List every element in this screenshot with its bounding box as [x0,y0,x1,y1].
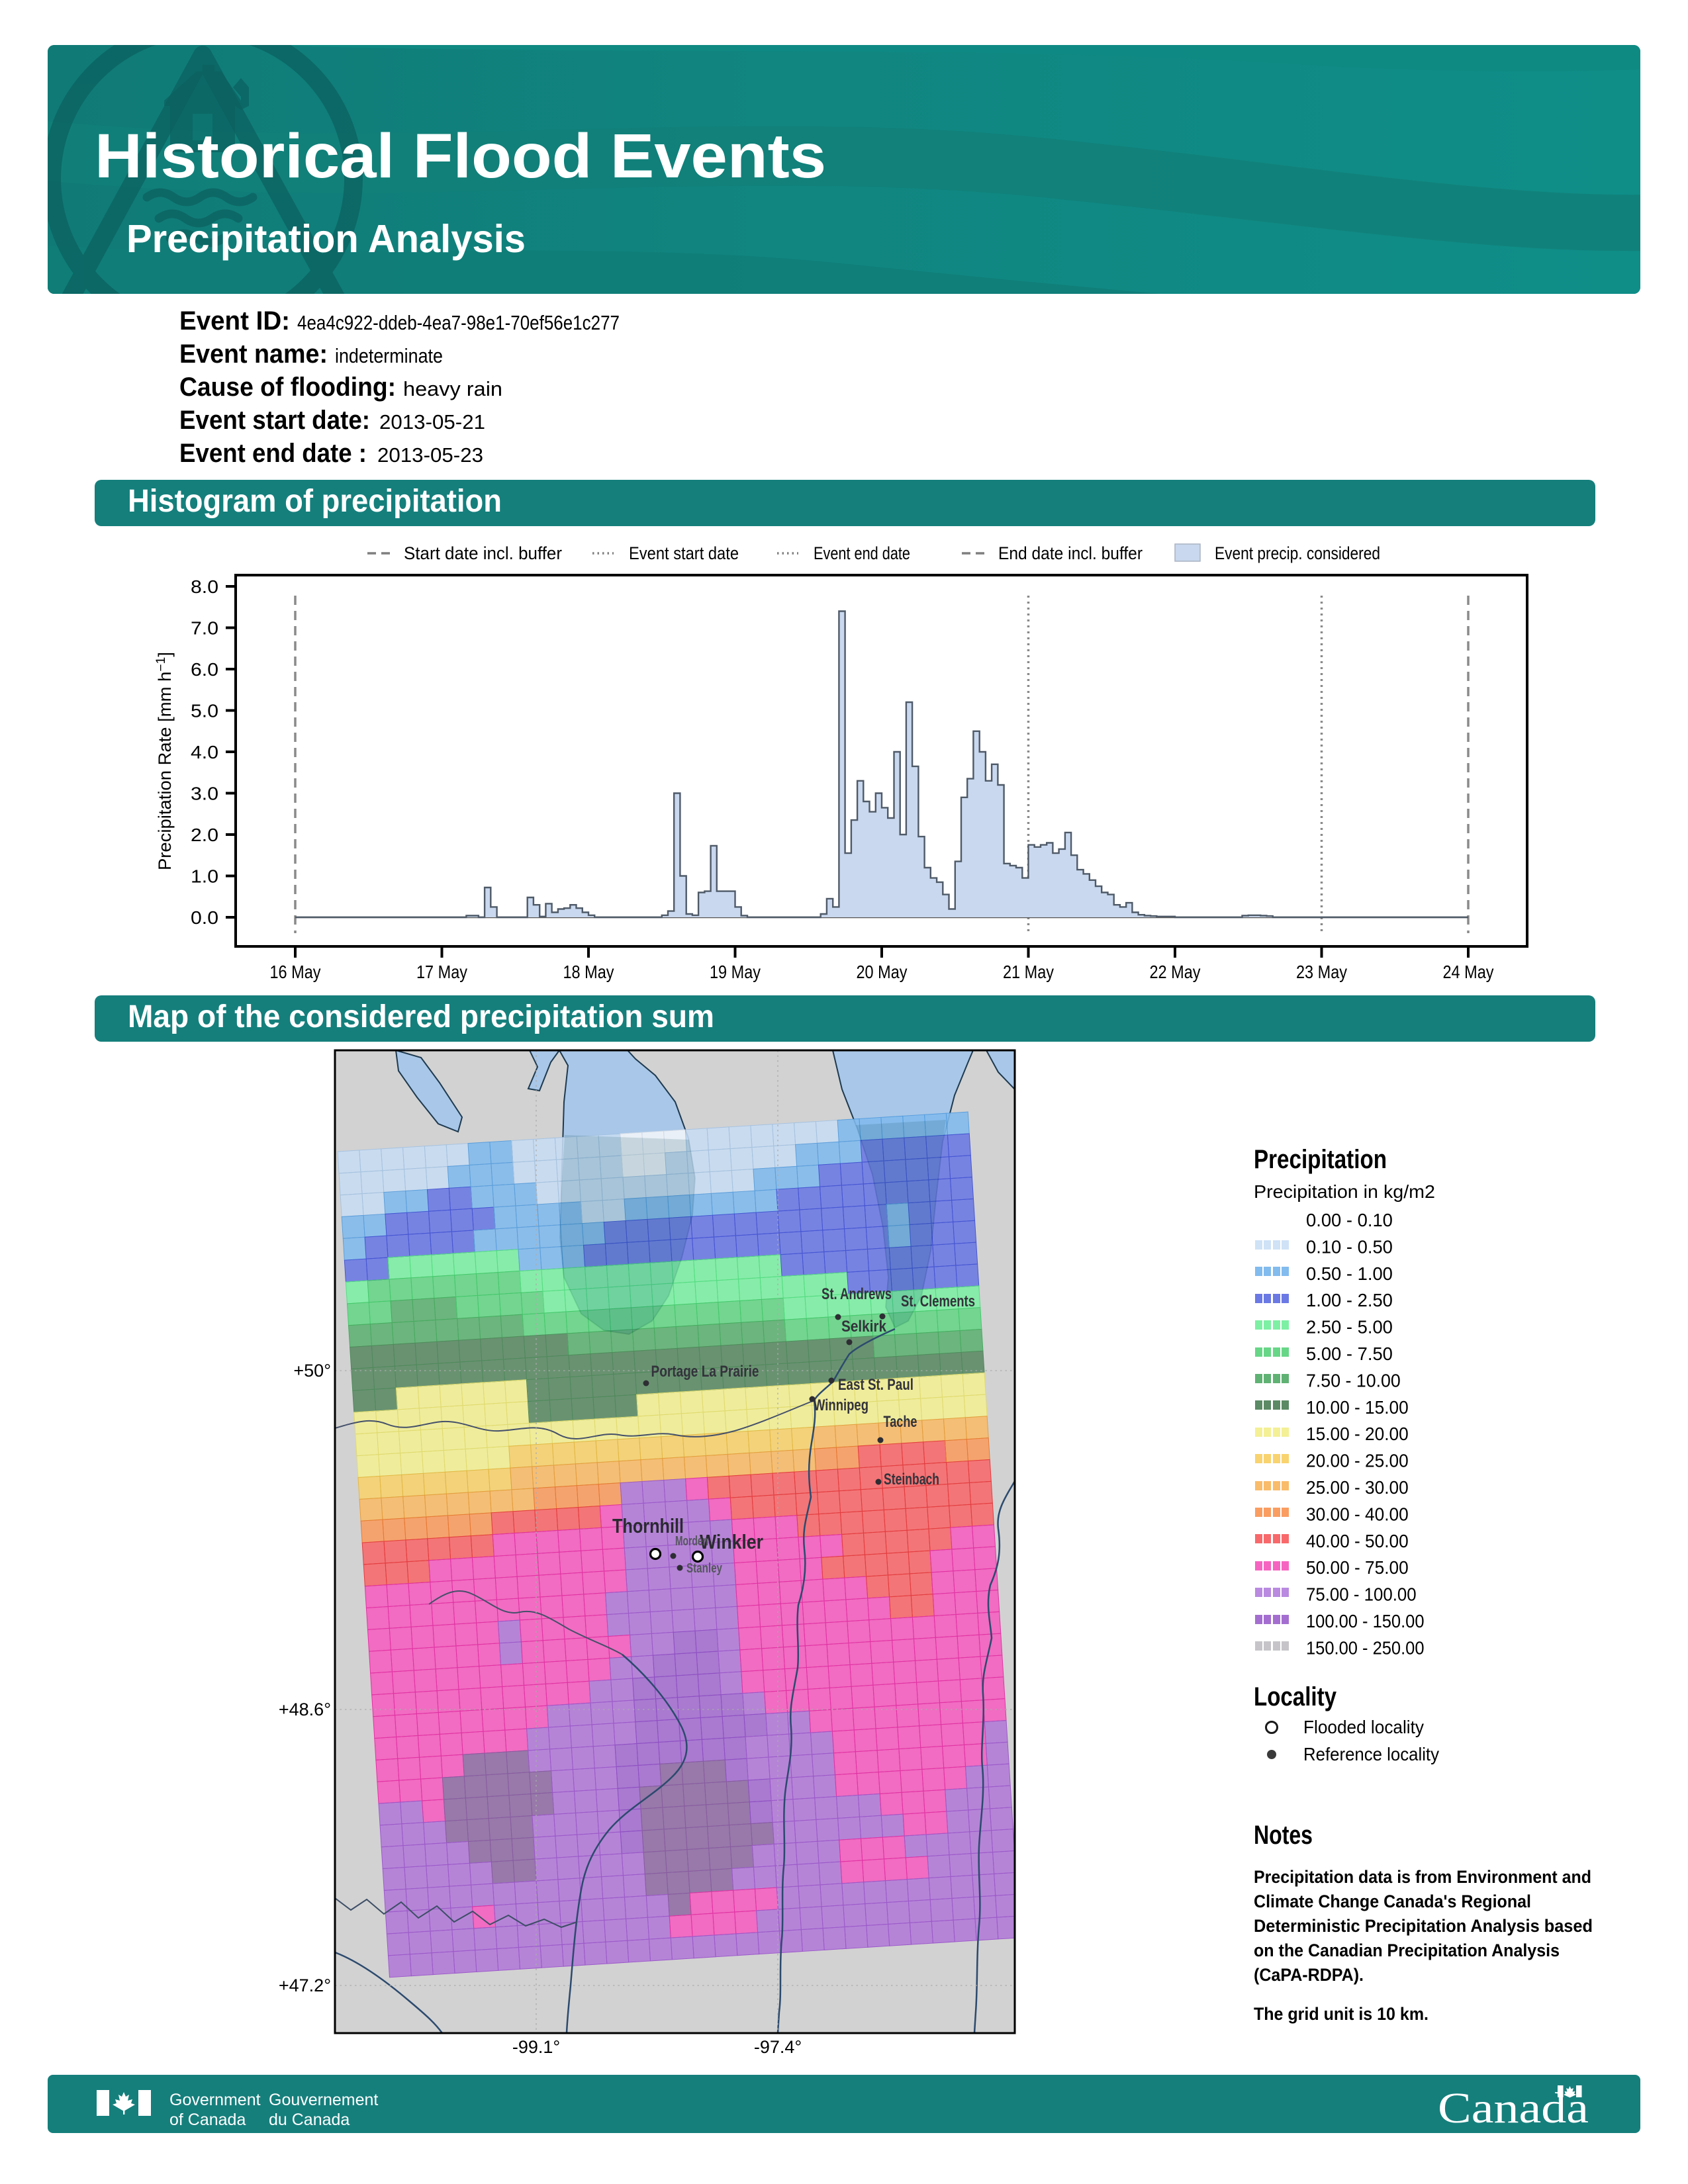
svg-text:Flooded locality: Flooded locality [1303,1717,1424,1737]
svg-text:Histogram of precipitation: Histogram of precipitation [128,484,502,519]
svg-text:Winnipeg: Winnipeg [814,1396,868,1414]
svg-text:10.00 - 15.00: 10.00 - 15.00 [1306,1397,1409,1418]
svg-text:75.00 - 100.00: 75.00 - 100.00 [1306,1584,1417,1605]
svg-text:+47.2°: +47.2° [279,1976,331,1995]
svg-text:-97.4°: -97.4° [754,2037,802,2057]
svg-text:24 May: 24 May [1443,962,1494,982]
svg-text:100.00 - 150.00: 100.00 - 150.00 [1306,1611,1425,1631]
svg-text:Climate Change Canada's Region: Climate Change Canada's Regional [1254,1891,1531,1911]
svg-text:2013-05-21: 2013-05-21 [379,410,485,433]
svg-text:0.10 - 0.50: 0.10 - 0.50 [1306,1236,1393,1257]
svg-text:Start date incl. buffer: Start date incl. buffer [404,543,562,563]
svg-text:(CaPA-RDPA).: (CaPA-RDPA). [1254,1965,1364,1985]
svg-text:Steinbach: Steinbach [884,1471,939,1488]
svg-text:6.0: 6.0 [191,659,218,680]
svg-text:Event end date: Event end date [814,543,910,563]
svg-text:Event end date :: Event end date : [179,439,367,468]
svg-text:Historical Flood Events: Historical Flood Events [95,121,826,191]
svg-text:Precipitation data is from Env: Precipitation data is from Environment a… [1254,1867,1591,1887]
svg-text:8.0: 8.0 [191,576,218,597]
svg-text:indeterminate: indeterminate [335,344,443,367]
svg-text:1.00 - 2.50: 1.00 - 2.50 [1306,1290,1393,1310]
svg-text:7.50 - 10.00: 7.50 - 10.00 [1306,1370,1401,1390]
svg-text:Precipitation: Precipitation [1254,1145,1387,1174]
svg-text:Precipitation Analysis: Precipitation Analysis [126,217,526,261]
svg-text:22 May: 22 May [1150,962,1201,982]
svg-text:5.00 - 7.50: 5.00 - 7.50 [1306,1343,1393,1364]
svg-text:17 May: 17 May [416,962,467,982]
svg-text:Notes: Notes [1254,1821,1313,1850]
svg-text:0.00 - 0.10: 0.00 - 0.10 [1306,1210,1393,1230]
svg-text:Tache: Tache [884,1413,917,1431]
svg-text:+48.6°: +48.6° [279,1700,331,1719]
svg-text:2.0: 2.0 [191,825,218,845]
svg-text:The grid unit is 10 km.: The grid unit is 10 km. [1254,2004,1429,2024]
svg-text:Cause of flooding:: Cause of flooding: [179,373,396,402]
svg-text:Precipitation Rate [mm h−1]: Precipitation Rate [mm h−1] [154,652,175,870]
svg-text:Portage La Prairie: Portage La Prairie [651,1363,759,1381]
svg-text:23 May: 23 May [1296,962,1347,982]
svg-text:St. Clements: St. Clements [901,1293,975,1310]
svg-text:0.0: 0.0 [191,907,218,928]
svg-text:18 May: 18 May [563,962,614,982]
svg-text:Stanley: Stanley [686,1561,723,1576]
svg-text:St. Andrews: St. Andrews [821,1285,892,1303]
svg-text:20 May: 20 May [857,962,908,982]
svg-text:Locality: Locality [1254,1682,1337,1711]
svg-text:Event ID:: Event ID: [179,306,290,336]
svg-text:7.0: 7.0 [191,618,218,639]
svg-text:Canada: Canada [1438,2084,1589,2132]
svg-text:1.0: 1.0 [191,866,218,887]
svg-text:on the Canadian Precipitation: on the Canadian Precipitation Analysis [1254,1940,1560,1960]
svg-text:Deterministic Precipitation An: Deterministic Precipitation Analysis bas… [1254,1916,1593,1936]
svg-text:End date incl. buffer: End date incl. buffer [998,543,1143,563]
svg-text:heavy rain: heavy rain [403,377,502,400]
svg-text:Precipitation in kg/m2: Precipitation in kg/m2 [1254,1181,1435,1202]
svg-text:25.00 - 30.00: 25.00 - 30.00 [1306,1477,1409,1498]
svg-text:19 May: 19 May [710,962,761,982]
svg-text:2.50 - 5.00: 2.50 - 5.00 [1306,1317,1393,1338]
svg-text:2013-05-23: 2013-05-23 [377,443,483,467]
svg-text:50.00 - 75.00: 50.00 - 75.00 [1306,1557,1409,1578]
svg-text:4.0: 4.0 [191,742,218,762]
svg-text:20.00 - 25.00: 20.00 - 25.00 [1306,1451,1409,1471]
svg-text:Map of the considered precipit: Map of the considered precipitation sum [128,999,714,1034]
svg-text:4ea4c922-ddeb-4ea7-98e1-70ef56: 4ea4c922-ddeb-4ea7-98e1-70ef56e1c277 [297,311,620,334]
svg-text:Morden: Morden [675,1534,708,1549]
svg-text:40.00 - 50.00: 40.00 - 50.00 [1306,1531,1409,1551]
svg-text:Event start date: Event start date [629,543,739,563]
svg-text:Event precip. considered: Event precip. considered [1215,543,1380,563]
svg-text:15.00 - 20.00: 15.00 - 20.00 [1306,1424,1409,1444]
svg-text:Winkler: Winkler [700,1530,763,1553]
svg-text:Thornhill: Thornhill [612,1514,684,1537]
svg-text:150.00 - 250.00: 150.00 - 250.00 [1306,1637,1425,1658]
svg-text:East St. Paul: East St. Paul [838,1376,914,1394]
svg-text:Event start date:: Event start date: [179,406,370,435]
svg-text:Reference locality: Reference locality [1303,1744,1439,1764]
svg-text:5.0: 5.0 [191,701,218,721]
svg-text:0.50 - 1.00: 0.50 - 1.00 [1306,1263,1393,1284]
svg-text:16 May: 16 May [270,962,321,982]
svg-text:-99.1°: -99.1° [512,2037,560,2057]
svg-text:+50°: +50° [293,1361,331,1381]
svg-text:21 May: 21 May [1003,962,1054,982]
svg-text:Event name:: Event name: [179,340,328,369]
svg-text:3.0: 3.0 [191,784,218,804]
svg-text:30.00 - 40.00: 30.00 - 40.00 [1306,1504,1409,1524]
svg-text:Selkirk: Selkirk [841,1318,887,1336]
